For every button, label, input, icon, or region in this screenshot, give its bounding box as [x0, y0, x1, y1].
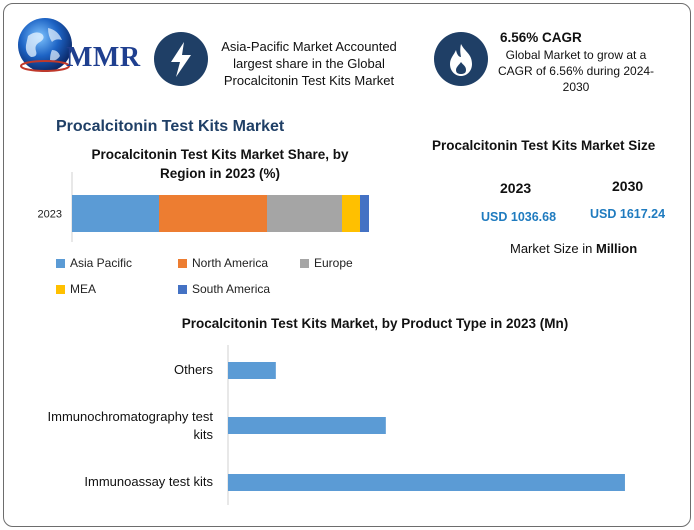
globe-icon — [18, 18, 72, 72]
unit-prefix: Market Size in — [510, 241, 596, 256]
legend-swatch — [56, 258, 65, 268]
product-type-chart — [227, 345, 625, 505]
bar-0 — [228, 362, 276, 379]
y-tick-label: 2023 — [38, 209, 62, 221]
legend-label: South America — [192, 282, 271, 296]
category-label-immunochromatography: Immunochromatography test kits — [47, 409, 213, 442]
legend-swatch — [178, 284, 187, 294]
bar-2 — [228, 474, 625, 491]
infographic-frame — [3, 3, 691, 527]
brand-name: MMR — [66, 42, 141, 73]
legend-mea: MEA — [56, 282, 96, 296]
legend-north-america: North America — [178, 256, 268, 270]
legend-label: North America — [192, 256, 269, 270]
flame-icon — [434, 32, 488, 86]
product-chart-title: Procalcitonin Test Kits Market, by Produ… — [181, 316, 569, 331]
market-size-title: Procalcitonin Test Kits Market Size — [432, 138, 656, 153]
info-asia-pacific: Asia-Pacific Market Accounted largest sh… — [221, 39, 397, 88]
lightning-icon — [154, 32, 208, 86]
legend-south-america: South America — [178, 282, 270, 296]
market-size-value-2030: USD 1617.24 — [590, 207, 666, 221]
bar-segment-europe — [267, 195, 342, 232]
legend-asia-pacific: Asia Pacific — [56, 256, 132, 270]
region-chart-title: Procalcitonin Test Kits Market Share, by… — [91, 147, 349, 181]
bar-segment-south-america — [360, 195, 369, 232]
category-label-others: Others — [173, 362, 213, 377]
unit-bold: Million — [595, 241, 638, 256]
legend-swatch — [300, 258, 309, 268]
region-share-chart: 2023 — [38, 172, 369, 242]
page-title: Procalcitonin Test Kits Market — [56, 118, 285, 135]
bar-segment-asia-pacific — [72, 195, 159, 232]
market-size-year-2030: 2030 — [612, 178, 644, 194]
market-size-year-2023: 2023 — [500, 180, 532, 196]
market-size-value-2023: USD 1036.68 — [481, 210, 557, 224]
market-size-unit-note: Market Size in Million — [510, 241, 637, 256]
bar-1 — [228, 417, 386, 434]
bar-segment-mea — [342, 195, 360, 232]
legend-label: MEA — [70, 282, 97, 296]
cagr-title: 6.56% CAGR — [500, 30, 582, 45]
legend-label: Europe — [314, 256, 353, 270]
bar-segment-north-america — [159, 195, 267, 232]
category-label-immunoassay: Immunoassay test kits — [84, 474, 213, 489]
legend-swatch — [178, 258, 187, 268]
cagr-text: Global Market to grow at a CAGR of 6.56%… — [497, 48, 655, 94]
legend-swatch — [56, 284, 65, 294]
legend-europe: Europe — [300, 256, 353, 270]
legend-label: Asia Pacific — [70, 256, 133, 270]
